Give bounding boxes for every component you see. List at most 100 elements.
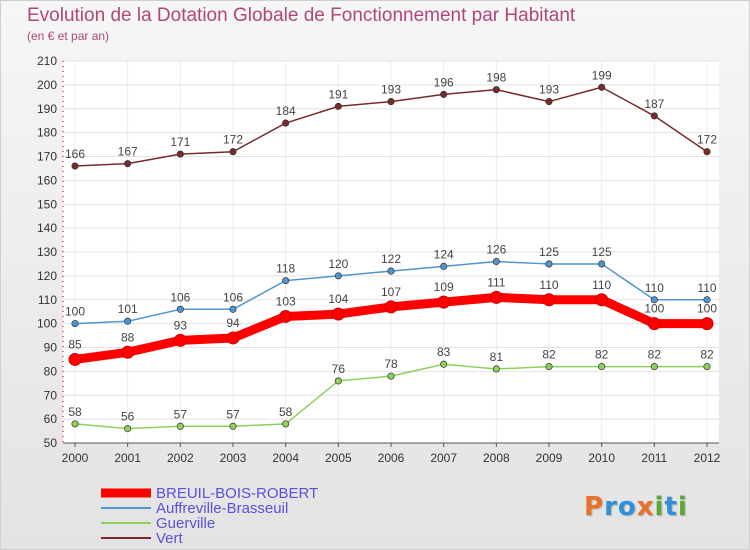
logo-letter: i (677, 492, 688, 522)
y-tick-label: 90 (44, 341, 58, 355)
x-tick-label: 2012 (694, 451, 721, 465)
data-point (384, 300, 398, 314)
series-layer (68, 83, 714, 433)
y-tick-label: 190 (37, 102, 57, 116)
data-label: 100 (65, 305, 85, 319)
data-label: 100 (697, 302, 717, 316)
data-point (598, 83, 606, 91)
data-labels: 166 167 171 172 184 191 193 196 198 193 199 187 172 5… (65, 68, 717, 423)
y-tick-label: 170 (37, 150, 57, 164)
data-point (282, 277, 290, 285)
data-label: 110 (697, 281, 716, 295)
data-point (229, 305, 237, 313)
data-label: 82 (700, 348, 714, 362)
data-label: 172 (697, 133, 717, 147)
data-point (440, 262, 448, 270)
y-tick-label: 180 (37, 126, 57, 140)
x-tick-label: 2009 (536, 451, 563, 465)
data-point (650, 363, 658, 371)
logo-letter: t (664, 492, 678, 522)
data-label: 193 (381, 83, 401, 97)
data-label: 120 (328, 257, 348, 271)
data-point (387, 267, 395, 275)
data-label: 167 (118, 145, 138, 159)
data-label: 110 (539, 278, 558, 292)
x-tick-label: 2008 (483, 451, 510, 465)
data-point (71, 320, 79, 328)
data-label: 110 (645, 281, 664, 295)
axes: 50 60 70 80 90 100 110 120 130 140 150 160 170 180 190… (37, 54, 721, 465)
data-label: 100 (644, 302, 664, 316)
data-label: 187 (644, 97, 664, 111)
y-tick-label: 110 (38, 293, 57, 307)
y-tick-label: 120 (37, 269, 57, 283)
x-tick-label: 2004 (272, 451, 299, 465)
x-tick-label: 2006 (378, 451, 405, 465)
data-point (387, 372, 395, 380)
data-label: 193 (539, 83, 559, 97)
data-point (545, 363, 553, 371)
data-point (545, 260, 553, 268)
legend-label: Guerville (156, 515, 215, 532)
y-tick-label: 160 (37, 173, 57, 187)
data-point (124, 425, 132, 433)
data-point (68, 352, 82, 366)
data-label: 184 (276, 104, 296, 118)
data-point (282, 119, 290, 127)
x-tick-label: 2007 (430, 451, 457, 465)
legend-label: Vert (156, 530, 184, 547)
data-point (440, 90, 448, 98)
data-label: 57 (174, 407, 188, 421)
data-label: 85 (68, 337, 82, 351)
data-point (124, 160, 132, 168)
data-label: 110 (592, 278, 611, 292)
data-label: 94 (226, 316, 240, 330)
data-point (282, 420, 290, 428)
data-point (334, 377, 342, 385)
data-point (650, 112, 658, 120)
data-point (703, 363, 711, 371)
data-label: 57 (226, 407, 240, 421)
data-label: 104 (328, 292, 348, 306)
data-point (176, 305, 184, 313)
data-point (71, 420, 79, 428)
y-tick-label: 100 (37, 317, 57, 331)
data-label: 109 (434, 280, 454, 294)
data-label: 122 (381, 252, 401, 266)
legend-label: Auffreville-Brasseuil (156, 500, 288, 517)
data-point (598, 260, 606, 268)
y-tick-label: 50 (44, 436, 58, 450)
data-label: 172 (223, 133, 243, 147)
data-label: 171 (170, 135, 190, 149)
data-point (334, 102, 342, 110)
data-point (440, 360, 448, 368)
data-label: 78 (384, 357, 398, 371)
data-label: 82 (595, 348, 609, 362)
data-label: 58 (279, 405, 293, 419)
data-point (545, 98, 553, 106)
y-tick-label: 70 (44, 388, 58, 402)
logo-letter: x (636, 492, 655, 522)
chart-subtitle: (en € et par an) (27, 29, 110, 43)
y-tick-label: 150 (37, 197, 57, 211)
logo-letter: i (654, 492, 665, 522)
data-point (279, 309, 293, 323)
y-tick-label: 130 (37, 245, 57, 259)
data-point (331, 307, 345, 321)
data-point (647, 317, 661, 331)
data-point (124, 317, 132, 325)
logo-letter: P (584, 492, 605, 522)
data-label: 124 (434, 247, 454, 261)
y-tick-label: 200 (37, 78, 57, 92)
data-label: 82 (648, 348, 662, 362)
x-tick-label: 2002 (167, 451, 194, 465)
data-point (492, 257, 500, 266)
data-label: 198 (486, 71, 506, 85)
data-point (542, 293, 556, 307)
data-label: 81 (490, 350, 504, 364)
data-label: 82 (542, 348, 556, 362)
data-label: 103 (276, 294, 296, 308)
logo-letter: o (617, 492, 637, 522)
y-tick-label: 80 (44, 364, 58, 378)
